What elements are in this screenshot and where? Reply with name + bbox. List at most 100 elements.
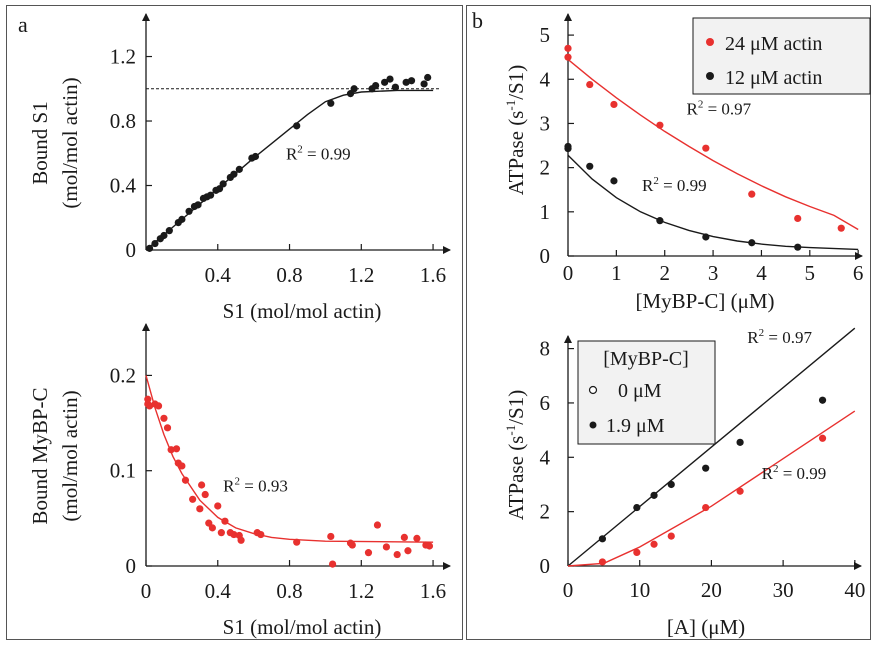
data-point [230,170,238,178]
r-squared-annotation: R2 = 0.93 [223,476,288,496]
r-squared-sup: 2 [759,327,765,339]
data-point [818,434,827,442]
y-axis-arrow [564,335,572,343]
data-point [633,503,641,512]
y-axis-arrow [564,13,572,21]
data-point [189,495,197,503]
data-point [185,207,193,215]
data-point [257,530,265,539]
legend-box [692,17,871,95]
data-point [181,476,190,484]
data-point [794,243,802,251]
data-point [327,99,335,107]
fit-curve [567,327,856,567]
data-point [837,224,845,232]
x-tick-label: 5 [805,261,816,285]
data-point [610,100,618,109]
data-point [364,549,373,557]
data-point [293,538,301,546]
legend-box [577,340,716,445]
r-squared-value: = 0.97 [703,100,751,119]
x-tick-label: 1 [611,261,622,285]
fit-curve [567,154,859,251]
r-squared-annotation: R2 = 0.97 [747,327,812,347]
data-point [736,487,744,495]
x-tick-label: 1.6 [420,579,446,603]
r-squared-sup: 2 [773,463,779,475]
chart-atpase-vs-actin: 0 10 20 30 40 0 2 4 6 8 [A] (μM) ATPase (s-1/S1) R2 … [503,327,865,639]
data-point [178,215,186,223]
chart-atpase-vs-mybpc: 0 1 2 3 4 5 6 0 1 2 3 4 5 [MyBP-C] (μM) ATPase (s-1/S1… [503,13,871,313]
data-point [160,414,168,422]
r-squared-value: = 0.97 [764,328,812,347]
fit-curve [567,58,859,231]
y-axis-label-part: ATPase (s [504,111,528,196]
x-tick-label: 1.2 [348,579,374,603]
r-squared-letter: R [223,477,235,496]
x-tick-label: 20 [701,578,722,602]
data-point [348,541,356,549]
x-tick-label: 0.8 [276,579,302,603]
data-point [221,517,229,525]
data-point [381,78,389,86]
data-point [794,214,802,223]
y-axis-label: ATPase (s-1/S1) [503,390,528,520]
data-point [586,162,594,170]
data-point [178,462,186,470]
x-tick-label: 0 [563,578,574,602]
data-point [293,122,301,130]
data-point [650,540,658,548]
data-point [372,81,380,90]
r-squared-sup: 2 [653,175,659,187]
legend-label: 0 μM [618,380,662,402]
r-squared-letter: R [642,176,654,195]
data-point [154,402,163,410]
fit-curve [145,89,434,251]
data-point [656,217,664,225]
y-tick-label: 0.4 [110,174,137,198]
data-point [702,464,710,472]
chart-bound-mybpc: 0 0.4 0.8 1.2 1.6 0 0.1 0.2 S1 (mol/mol actin) Bo… [28,323,451,639]
r-squared-letter: R [747,328,759,347]
y-axis-label-line1: Bound MyBP-C [28,387,52,524]
x-tick-label: 0 [563,261,574,285]
y-axis-label-sup: -1 [503,100,518,111]
r-squared-value: = 0.99 [659,176,707,195]
data-point [217,529,225,537]
data-point [172,445,181,453]
x-axis-label: [MyBP-C] (μM) [635,289,774,313]
data-point [667,480,675,489]
r-squared-annotation: R2 = 0.99 [762,463,827,483]
x-tick-label: 0.8 [276,263,302,287]
r-squared-value: = 0.93 [240,477,288,496]
data-point [420,80,428,88]
data-point [586,80,594,89]
x-axis-arrow [443,562,451,570]
data-point [702,233,710,241]
y-tick-label: 4 [540,445,551,469]
x-axis-arrow [855,252,863,260]
x-tick-label: 1.2 [348,263,374,287]
data-point [407,77,416,85]
panel-a-frame [6,5,463,640]
data-point [160,231,168,240]
data-point [702,144,710,152]
legend-marker [706,38,714,46]
data-point [194,201,202,209]
y-tick-label: 3 [540,111,551,135]
data-point [165,227,173,235]
data-point [373,521,382,529]
x-axis-arrow [854,562,862,570]
data-point [350,85,358,93]
x-tick-label: 30 [773,578,794,602]
data-point [251,152,260,161]
data-point [214,502,222,510]
data-point [667,532,675,540]
data-point [235,165,243,173]
r-squared-sup: 2 [234,476,240,488]
y-axis-arrow [142,13,150,21]
y-axis-arrow [142,323,150,331]
y-axis-label-sup: -1 [503,425,518,436]
data-point [382,543,391,551]
data-point [598,558,607,566]
